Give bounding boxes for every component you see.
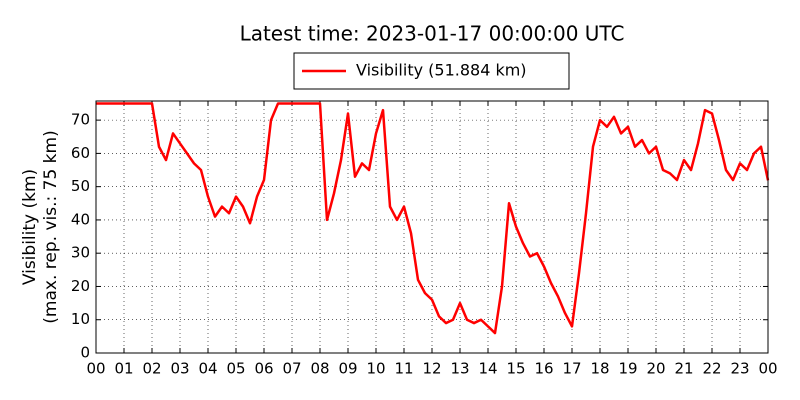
x-tick-label: 23 [730, 360, 749, 378]
x-tick-label: 00 [758, 360, 777, 378]
x-tick-label: 22 [702, 360, 721, 378]
x-tick-label: 04 [198, 360, 217, 378]
x-tick-label: 06 [254, 360, 273, 378]
x-tick-label: 07 [282, 360, 301, 378]
data-line [96, 102, 770, 335]
y-tick-label: 60 [71, 144, 90, 162]
chart-title: Latest time: 2023-01-17 00:00:00 UTC [240, 22, 625, 46]
x-tick-label: 03 [170, 360, 189, 378]
y-tick-label: 20 [71, 277, 90, 295]
y-axis-label: Visibility (km) [20, 169, 40, 285]
y-tick-label: 10 [71, 310, 90, 328]
x-tick-label: 14 [478, 360, 497, 378]
legend-label: Visibility (51.884 km) [356, 61, 527, 80]
x-tick-label: 17 [562, 360, 581, 378]
y-axis-label: (max. rep. vis.: 75 km) [41, 130, 61, 323]
x-tick-label: 09 [338, 360, 357, 378]
y-tick-label: 40 [71, 210, 90, 228]
x-tick-label: 20 [646, 360, 665, 378]
x-tick-label: 16 [534, 360, 553, 378]
y-tick-label: 50 [71, 177, 90, 195]
y-tick-label: 0 [80, 344, 90, 362]
x-tick-label: 13 [450, 360, 469, 378]
x-tick-label: 10 [366, 360, 385, 378]
x-tick-label: 21 [674, 360, 693, 378]
y-tick-label: 70 [71, 111, 90, 129]
x-tick-label: 18 [590, 360, 609, 378]
x-tick-label: 00 [86, 360, 105, 378]
x-tick-label: 12 [422, 360, 441, 378]
x-tick-label: 19 [618, 360, 637, 378]
x-tick-label: 05 [226, 360, 245, 378]
x-tick-label: 08 [310, 360, 329, 378]
plot-frame [95, 100, 769, 354]
y-tick-label: 30 [71, 244, 90, 262]
x-tick-label: 15 [506, 360, 525, 378]
x-tick-label: 01 [114, 360, 133, 378]
x-tick-label: 02 [142, 360, 161, 378]
x-tick-label: 11 [394, 360, 413, 378]
